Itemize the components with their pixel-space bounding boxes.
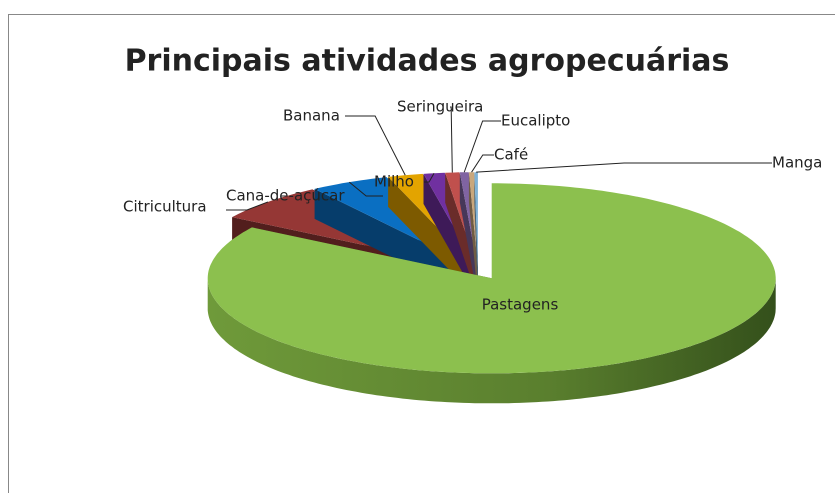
slice-face [468, 172, 478, 298]
slice-face [207, 183, 776, 374]
leader-line [226, 201, 269, 211]
slice-face [207, 278, 776, 404]
slice-label: Banana [283, 107, 340, 125]
slice-face [459, 172, 478, 298]
leader-line [424, 173, 435, 183]
slice-label: Milho [374, 173, 414, 191]
slice-label: Café [494, 146, 528, 164]
leader-line [471, 154, 494, 173]
slice-label: Pastagens [482, 296, 559, 314]
slice-label: Cana-de-açúcar [226, 187, 345, 205]
leader-line [476, 162, 772, 173]
leader-line [348, 181, 383, 197]
slice-face [388, 176, 476, 298]
slice-face [474, 172, 478, 298]
pie-slice [474, 172, 478, 298]
slice-label: Eucalipto [501, 112, 570, 130]
slice-label: Citricultura [123, 198, 207, 216]
chart-border [8, 14, 835, 493]
slice-label: Manga [772, 154, 822, 172]
slice-face [423, 173, 477, 298]
slice-face [474, 172, 478, 268]
slice-label: Seringueira [397, 98, 483, 116]
slice-face [468, 172, 478, 268]
pie-slice [207, 183, 776, 404]
leader-line [450, 106, 453, 173]
chart-title: Principais atividades agropecuárias [125, 44, 730, 79]
leader-line [463, 120, 501, 173]
leader-line [345, 115, 406, 176]
slice-face [445, 172, 478, 298]
